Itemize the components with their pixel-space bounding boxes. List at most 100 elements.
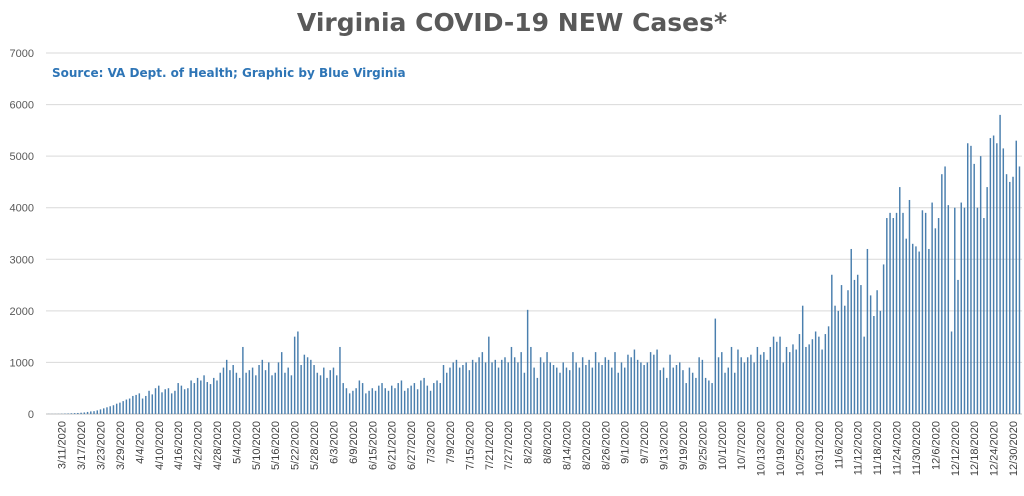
bar (290, 375, 293, 414)
x-tick-label: 6/27/2020 (406, 421, 418, 470)
x-tick-label: 6/21/2020 (387, 421, 399, 470)
bar (691, 372, 694, 414)
x-tick-label: 7/3/2020 (426, 421, 438, 464)
bar (70, 413, 73, 414)
x-tick-label: 3/11/2020 (57, 421, 69, 469)
x-tick-label: 8/2/2020 (523, 421, 535, 464)
bar (572, 352, 574, 414)
x-tick-label: 10/31/2020 (814, 421, 826, 476)
x-tick-label: 7/15/2020 (464, 421, 476, 470)
bar (507, 362, 509, 414)
bar (627, 354, 629, 414)
bar (103, 408, 105, 414)
y-tick-label: 2000 (10, 306, 34, 318)
bar (769, 346, 772, 414)
bar (154, 388, 157, 414)
bar (614, 352, 616, 414)
chart-title: Virginia COVID-19 NEW Cases* (296, 8, 728, 37)
bar (170, 393, 173, 414)
bar (801, 305, 804, 414)
x-tick-label: 4/4/2020 (134, 421, 146, 464)
bar (954, 207, 956, 414)
bar (879, 310, 882, 414)
x-tick-label: 11/30/2020 (911, 421, 923, 475)
bar (345, 388, 348, 414)
x-tick-label: 9/1/2020 (620, 421, 632, 464)
bar (523, 372, 526, 414)
bar (714, 318, 717, 414)
bar (575, 362, 577, 414)
bar (394, 388, 396, 414)
x-tick-label: 9/19/2020 (678, 421, 690, 470)
bar (601, 365, 603, 414)
bar (711, 383, 713, 414)
x-tick-label: 8/14/2020 (561, 421, 573, 470)
bar (653, 354, 655, 414)
bar (1005, 174, 1008, 414)
bar (161, 392, 163, 414)
bar (96, 410, 98, 414)
bar (119, 402, 121, 414)
bar (617, 372, 619, 414)
bar (206, 382, 209, 414)
bar (80, 412, 82, 414)
bar (679, 362, 681, 414)
bar (659, 370, 662, 414)
bar (543, 362, 545, 414)
x-tick-label: 10/25/2020 (794, 421, 806, 476)
bar (106, 407, 108, 414)
bar (271, 375, 273, 414)
bar (568, 370, 571, 414)
bar (222, 367, 225, 414)
bar (708, 380, 710, 414)
bar (585, 365, 587, 414)
bar (504, 357, 506, 414)
bar (132, 395, 134, 414)
bar (562, 362, 564, 414)
bar (873, 316, 875, 414)
bar (911, 243, 914, 414)
bar (675, 365, 678, 414)
bar (352, 390, 354, 414)
bar (400, 380, 403, 414)
bar (245, 372, 247, 414)
bar (145, 395, 147, 414)
bar (209, 384, 212, 414)
bar (384, 388, 386, 414)
x-tick-label: 7/27/2020 (503, 421, 515, 470)
bar (358, 380, 361, 414)
bar (743, 362, 746, 414)
bar (335, 375, 338, 414)
bar (630, 357, 632, 414)
bar (840, 285, 843, 414)
bar (177, 383, 179, 414)
bar (268, 362, 270, 414)
bar (284, 372, 286, 414)
bar (1009, 181, 1011, 414)
bar (374, 390, 377, 414)
bar (371, 388, 374, 414)
bar (442, 365, 445, 414)
bar (734, 372, 736, 414)
bar (928, 248, 930, 414)
bar (798, 334, 801, 414)
bar (811, 339, 814, 414)
bar (740, 357, 742, 414)
bar (439, 383, 441, 414)
bar (698, 357, 700, 414)
bar (905, 238, 907, 414)
x-tick-label: 11/6/2020 (833, 421, 845, 469)
bar (128, 398, 131, 414)
bar (834, 305, 836, 414)
bar (475, 362, 477, 414)
x-tick-label: 9/13/2020 (659, 421, 671, 470)
bar (484, 362, 487, 414)
bar (986, 187, 988, 414)
bar (821, 349, 823, 414)
bar (623, 367, 626, 414)
bar (471, 359, 474, 414)
bar (190, 380, 192, 414)
bar (510, 346, 513, 414)
y-tick-label: 1000 (10, 357, 34, 369)
bar (866, 248, 869, 414)
